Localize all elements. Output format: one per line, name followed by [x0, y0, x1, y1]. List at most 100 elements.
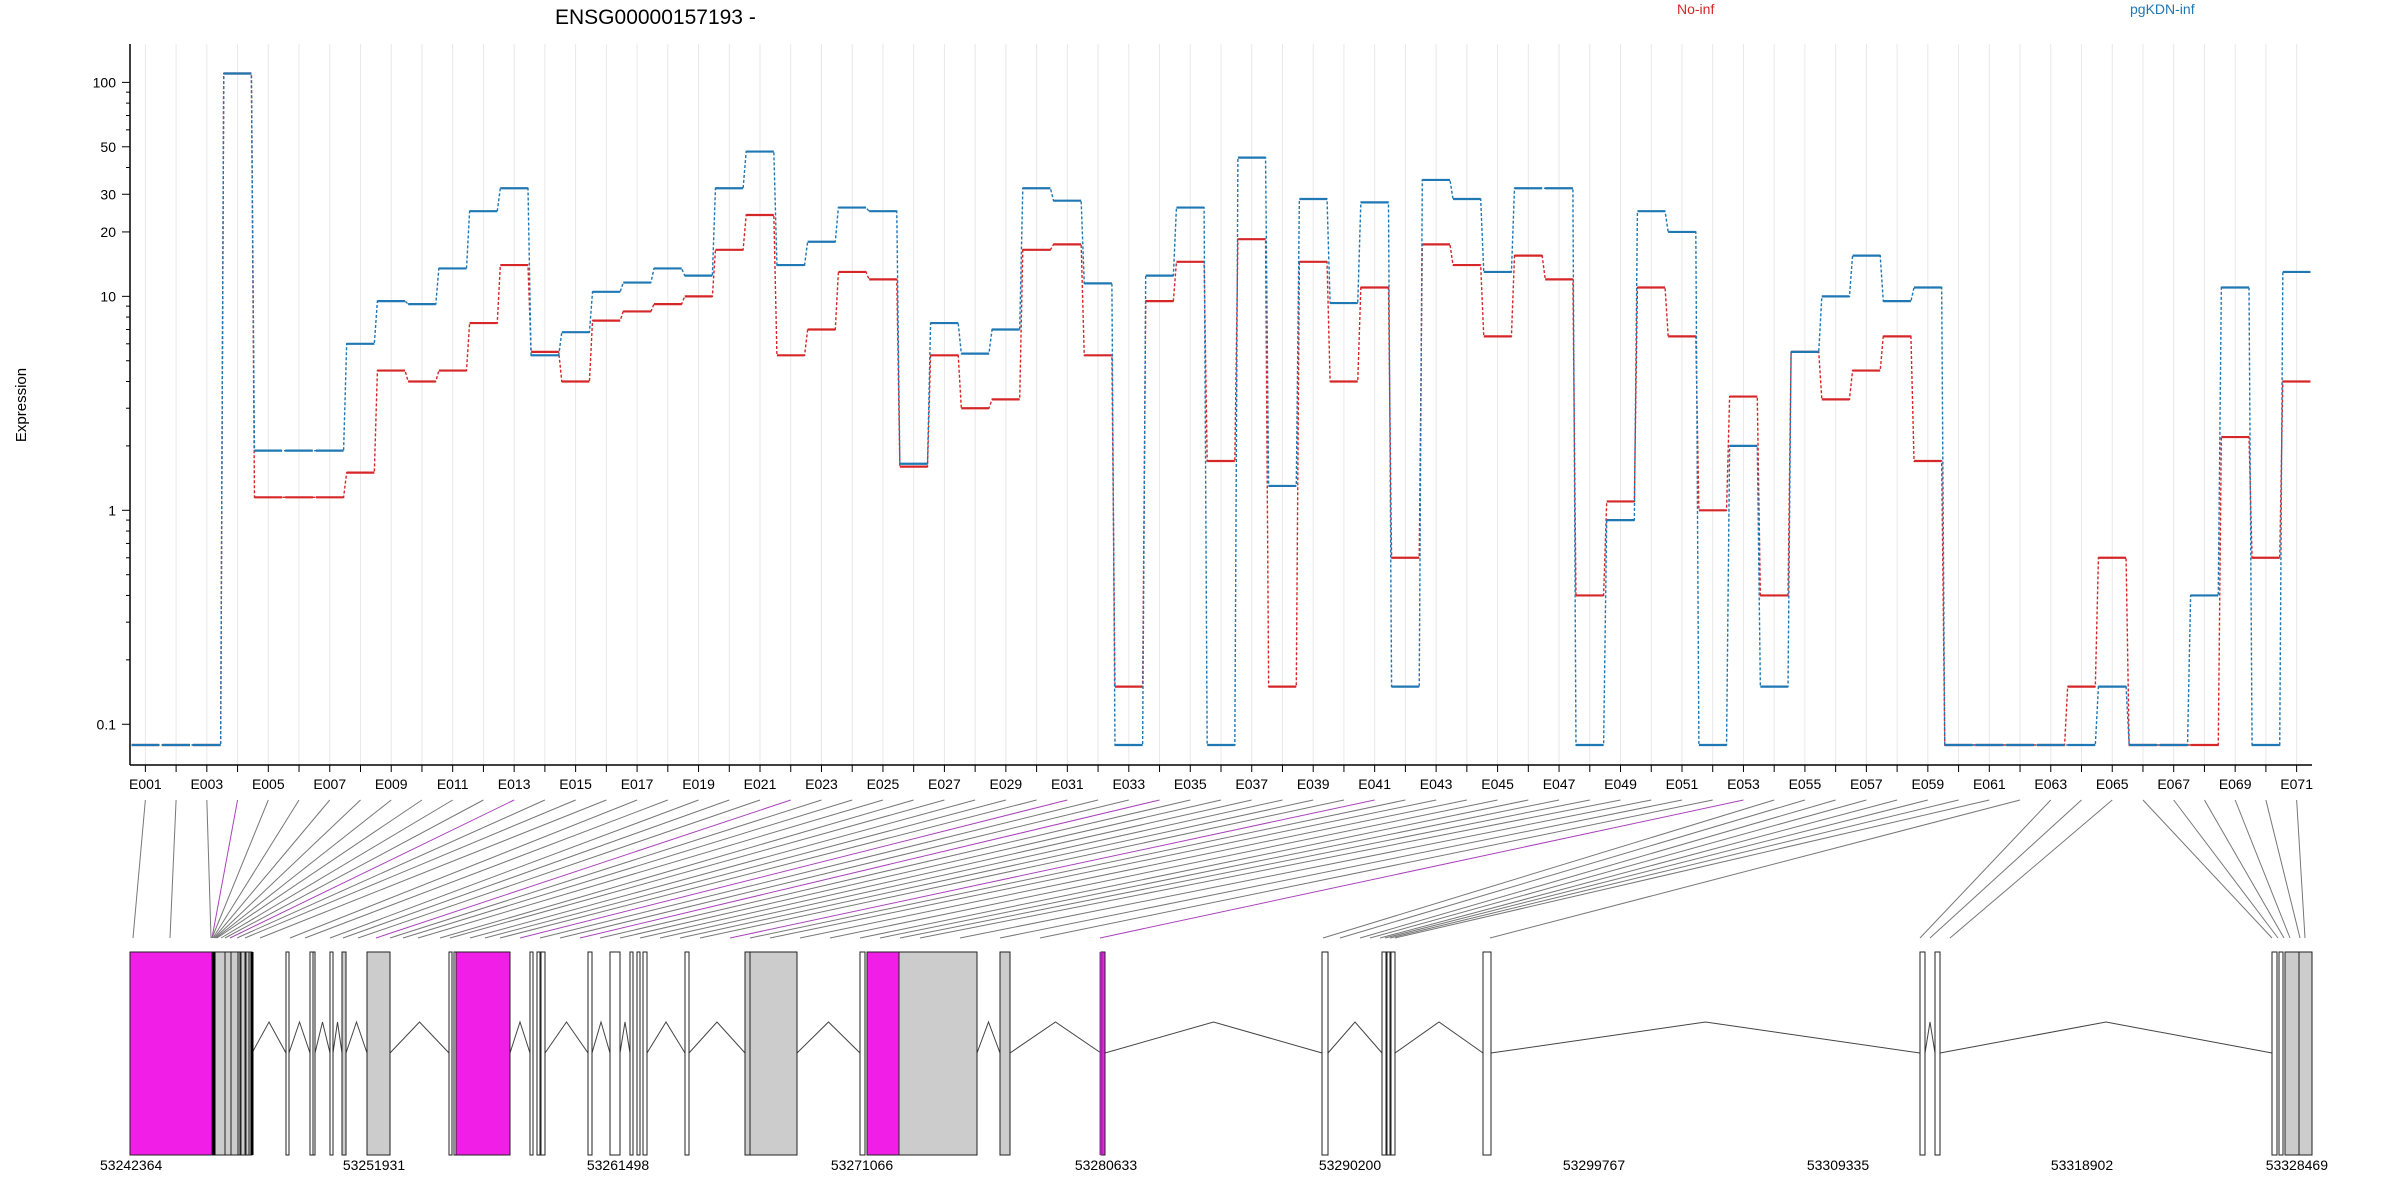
- x-tick-label: E045: [1481, 776, 1514, 792]
- y-tick-label: 0.1: [97, 716, 117, 732]
- intron-line: [544, 1021, 589, 1054]
- x-tick-label: E007: [313, 776, 346, 792]
- x-tick-label: E039: [1297, 776, 1330, 792]
- coordinate-label: 53318902: [2051, 1157, 2114, 1173]
- connector-line: [289, 799, 638, 939]
- coordinate-ticks: 53242364 53251931 53261498 53271066 53280633…: [100, 1157, 2328, 1173]
- connector-line: [679, 799, 1314, 939]
- coordinate-label: 53271066: [831, 1157, 894, 1173]
- x-tick-label: E051: [1666, 776, 1699, 792]
- connector-line: [484, 799, 1007, 939]
- coordinate-label: 53299767: [1563, 1157, 1626, 1173]
- exon-box: [224, 951, 232, 1156]
- intron-line: [1009, 1021, 1102, 1054]
- x-tick-label: E055: [1789, 776, 1822, 792]
- exon-box: [312, 951, 316, 1156]
- intron-line: [1394, 1021, 1484, 1054]
- exon-box: [448, 951, 453, 1156]
- exon-box: [1919, 951, 1926, 1156]
- x-tick-label: E015: [559, 776, 592, 792]
- exon-box: [1386, 951, 1391, 1156]
- x-tick-label: E041: [1358, 776, 1391, 792]
- connector-line: [959, 799, 1652, 939]
- exon-box: [1390, 951, 1396, 1156]
- connector-line: [799, 799, 1467, 939]
- y-tick-label: 30: [100, 186, 116, 202]
- exon-box: [2284, 951, 2300, 1156]
- exon-box: [1321, 951, 1329, 1156]
- connector-line: [769, 799, 1437, 939]
- connector-line: [2142, 799, 2273, 939]
- connector-line: [1929, 799, 2082, 939]
- x-tick-label: E069: [2219, 776, 2252, 792]
- y-tick-label: 20: [100, 224, 116, 240]
- connector-line: [469, 799, 976, 939]
- connector-line: [899, 799, 1590, 939]
- series-line: [131, 72, 2311, 746]
- coordinate-label: 53242364: [100, 1157, 163, 1173]
- connector-line: [206, 799, 212, 939]
- exon-box: [329, 951, 334, 1156]
- exon-box: [866, 951, 900, 1156]
- exon-box: [455, 951, 511, 1156]
- connector-line: [1322, 799, 1775, 939]
- connector-line: [2296, 799, 2306, 939]
- intron-line: [1104, 1021, 1323, 1054]
- intron-line: [509, 1020, 531, 1054]
- x-tick-label: E021: [744, 776, 777, 792]
- connector-line: [1489, 799, 2021, 939]
- exon-box: [2271, 951, 2278, 1156]
- y-axis-label: Expression: [13, 368, 30, 442]
- connector-line: [211, 799, 239, 939]
- x-tick-label: E053: [1727, 776, 1760, 792]
- exon-box: [230, 951, 239, 1156]
- x-tick-label: E035: [1174, 776, 1207, 792]
- exon-box: [237, 951, 241, 1156]
- x-tick-label: E013: [498, 776, 531, 792]
- coordinate-label: 53280633: [1075, 1157, 1138, 1173]
- exon-box: [341, 951, 347, 1156]
- exon-box: [744, 951, 751, 1156]
- exon-box: [129, 951, 213, 1156]
- y-ticks: 0.1 1 10 20 30 50 100: [93, 74, 130, 732]
- x-tick-label: E031: [1051, 776, 1084, 792]
- series-lines: [131, 72, 2311, 747]
- exon-box: [684, 951, 690, 1156]
- intron-line: [314, 1021, 331, 1054]
- connector-line: [1379, 799, 1898, 939]
- coordinate-label: 53309335: [1807, 1157, 1870, 1173]
- connector-line: [1949, 799, 2113, 939]
- exon-box: [999, 951, 1011, 1156]
- connector-line: [729, 799, 1375, 939]
- x-tick-label: E017: [621, 776, 654, 792]
- x-tick-label: E049: [1604, 776, 1637, 792]
- connector-line: [449, 799, 945, 939]
- intron-line: [345, 1020, 368, 1054]
- legend-pgkdn-inf: pgKDN-inf: [2130, 1, 2195, 17]
- y-tick-label: 10: [100, 288, 116, 304]
- exon-box: [240, 951, 246, 1156]
- x-tick-label: E003: [190, 776, 223, 792]
- exon-box: [642, 951, 648, 1156]
- x-tick-label: E067: [2157, 776, 2190, 792]
- x-tick-label: E065: [2096, 776, 2129, 792]
- exon-box: [749, 951, 798, 1156]
- connector-line: [132, 799, 146, 939]
- x-tick-label: E019: [682, 776, 715, 792]
- connector-line: [919, 799, 1621, 939]
- connector-line: [1099, 799, 1744, 939]
- intron-line: [688, 1021, 746, 1054]
- intron-line: [591, 1020, 611, 1054]
- exon-box: [859, 951, 866, 1156]
- exon-box: [898, 951, 978, 1156]
- x-tick-label: E047: [1543, 776, 1576, 792]
- intron-line: [251, 1020, 287, 1054]
- connector-line: [236, 799, 546, 939]
- exon-box: [1934, 951, 1941, 1156]
- connector-line: [1369, 799, 1867, 939]
- exon-box: [609, 951, 621, 1156]
- connector-line: [1384, 799, 1928, 939]
- intron-line: [1490, 1021, 1921, 1054]
- x-tick-label: E023: [805, 776, 838, 792]
